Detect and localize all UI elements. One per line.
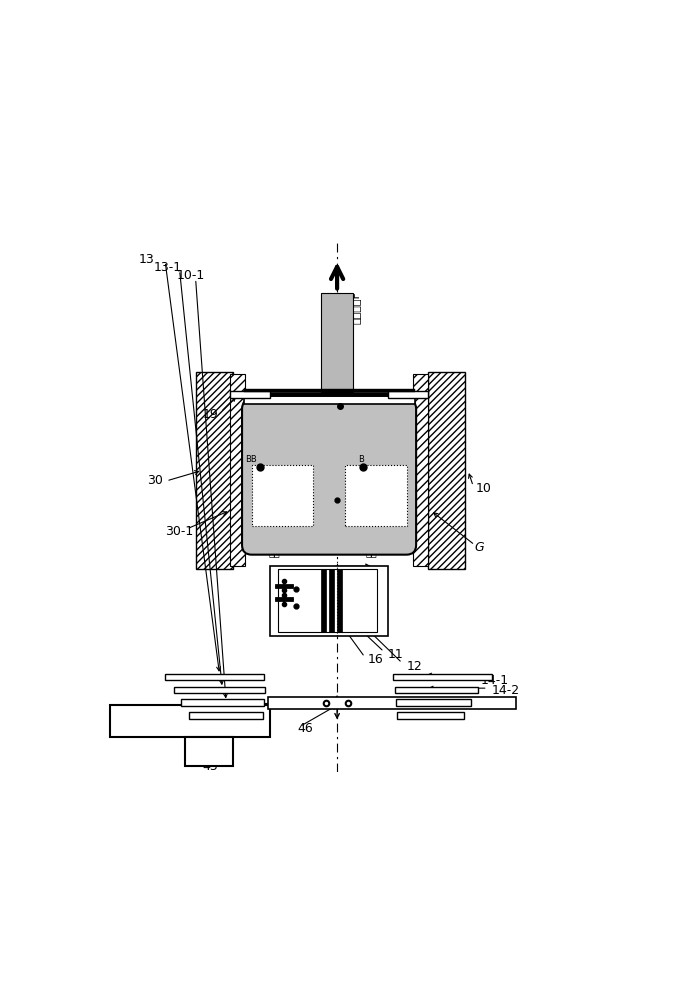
Bar	[428, 372, 465, 569]
Bar	[196, 372, 233, 569]
Bar	[230, 374, 245, 566]
Bar	[244, 396, 415, 404]
Bar	[244, 392, 415, 396]
Bar	[337, 569, 342, 632]
Text: 13-1: 13-1	[154, 261, 181, 274]
Text: C: C	[346, 395, 355, 408]
Bar	[110, 705, 270, 737]
Text: 16: 16	[368, 653, 384, 666]
Bar	[268, 697, 516, 709]
Text: 11: 11	[388, 648, 404, 661]
Text: 10-1: 10-1	[177, 269, 205, 282]
Text: 外部磁場F: 外部磁場F	[281, 594, 291, 625]
Text: 19: 19	[203, 408, 218, 421]
Bar	[270, 566, 388, 636]
FancyBboxPatch shape	[242, 399, 416, 555]
Text: 40: 40	[113, 708, 129, 721]
Bar	[345, 465, 407, 526]
Text: BB: BB	[245, 455, 256, 464]
Bar	[244, 389, 415, 392]
Text: 外部磁場F: 外部磁場F	[351, 291, 361, 324]
Bar	[189, 712, 263, 719]
Bar	[321, 293, 353, 392]
Bar	[413, 374, 428, 566]
Bar	[395, 687, 477, 693]
Text: 30: 30	[147, 474, 163, 487]
Bar	[251, 465, 313, 526]
Text: 10: 10	[476, 482, 492, 495]
Text: G: G	[475, 541, 484, 554]
Text: 47: 47	[232, 728, 247, 741]
Bar	[278, 569, 377, 632]
Bar	[329, 569, 334, 632]
Text: 外部
磁場: 外部 磁場	[366, 536, 378, 557]
Text: 30-1: 30-1	[165, 525, 194, 538]
Bar	[181, 699, 264, 706]
Bar	[230, 391, 270, 398]
Bar	[393, 674, 492, 680]
Text: 12: 12	[407, 660, 422, 673]
Bar	[397, 712, 464, 719]
Text: 14-2: 14-2	[492, 684, 520, 697]
Text: 46: 46	[297, 722, 313, 735]
Bar	[185, 737, 233, 766]
Bar	[174, 687, 265, 693]
Bar	[321, 569, 327, 632]
Text: 45: 45	[203, 760, 218, 773]
Bar	[395, 699, 471, 706]
Text: 14-1: 14-1	[480, 674, 508, 687]
Text: 外部
磁場: 外部 磁場	[268, 536, 280, 557]
Bar	[165, 674, 264, 680]
Bar	[388, 391, 428, 398]
Text: B: B	[358, 455, 364, 464]
Text: 13: 13	[138, 253, 154, 266]
Text: B: B	[389, 488, 398, 501]
Text: A: A	[325, 504, 334, 517]
